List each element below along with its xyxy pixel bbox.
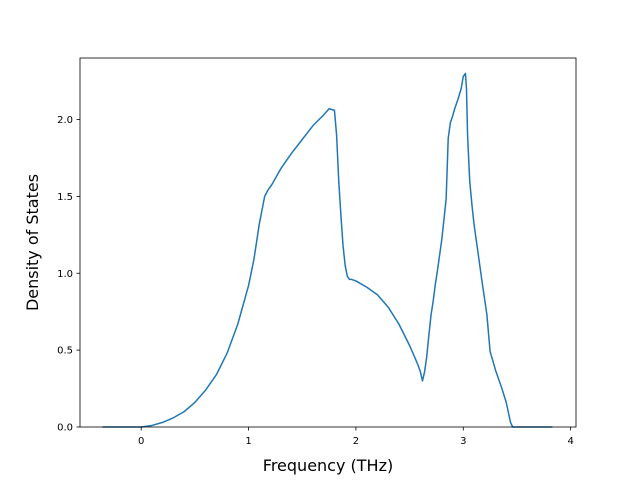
y-tick-label: 1.0: [57, 269, 73, 280]
x-tick-label: 1: [245, 436, 251, 447]
x-tick-label: 0: [138, 436, 144, 447]
y-tick-label: 1.5: [57, 192, 73, 203]
axes-frame: [79, 57, 577, 428]
y-axis-ticks: 0.0 0.5 1.0 1.5 2.0: [57, 115, 80, 434]
y-tick-label: 0.5: [57, 346, 73, 357]
y-tick-label: 0.0: [57, 423, 73, 434]
x-axis-label: Frequency (THz): [263, 456, 393, 475]
plot-area: [102, 72, 553, 428]
y-axis-label: Density of States: [23, 174, 42, 311]
x-axis-ticks: 0 1 2 3 4: [138, 427, 574, 447]
x-tick-label: 4: [567, 436, 573, 447]
y-tick-label: 2.0: [57, 115, 73, 126]
dos-series-line: [102, 72, 553, 428]
x-tick-label: 2: [353, 436, 359, 447]
x-tick-label: 3: [460, 436, 466, 447]
